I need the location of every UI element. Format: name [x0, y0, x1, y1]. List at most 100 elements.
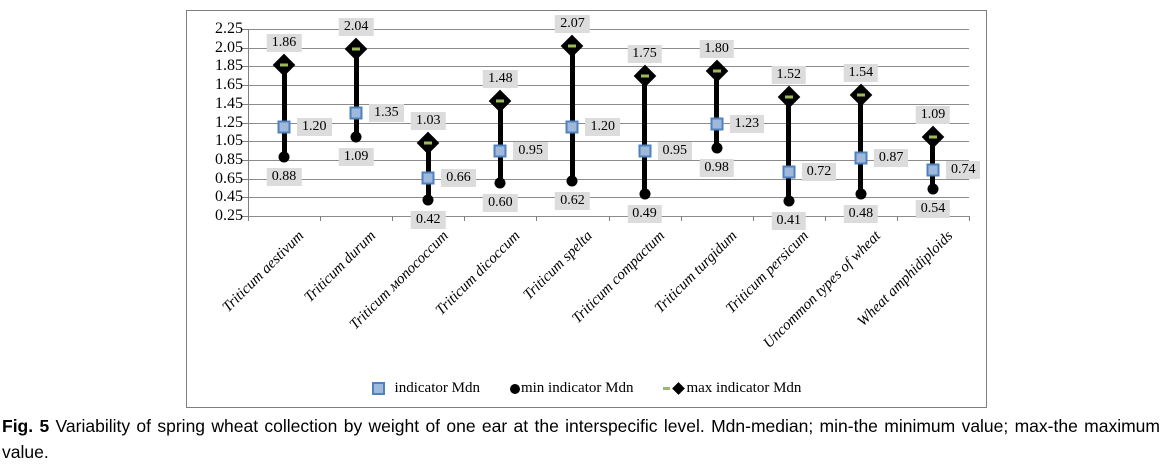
y-axis-label: 0.65: [215, 169, 243, 187]
max-dash-icon: [784, 95, 793, 99]
data-label-min: 0.41: [771, 212, 806, 231]
y-gridline: [248, 85, 969, 87]
y-axis-label: 1.05: [215, 132, 243, 150]
data-label-max: 1.48: [483, 69, 518, 88]
data-label-max: 1.52: [771, 66, 806, 85]
x-axis-tick: [320, 216, 322, 221]
data-label-max: 1.09: [915, 106, 951, 125]
x-axis-tick: [752, 216, 754, 221]
y-axis-label: 0.85: [215, 150, 243, 168]
y-axis-line: [248, 29, 249, 216]
min-circle-marker: [422, 194, 434, 206]
y-axis-tick: [242, 159, 248, 161]
y-axis-tick: [242, 216, 248, 217]
data-label-median: 1.23: [729, 115, 765, 134]
y-axis-label: 1.85: [215, 57, 243, 75]
chart-area: 2.25 2.05 1.85 1.65 1.45 1.25 1.05 0.85 0.65 0.45…: [186, 10, 987, 408]
data-label-min: 1.09: [338, 148, 374, 167]
data-label-median: 0.95: [513, 141, 548, 160]
y-axis-tick: [242, 66, 248, 68]
median-square-marker: [349, 106, 363, 120]
hilo-stick: [714, 71, 720, 148]
data-label-max: 1.03: [411, 112, 446, 131]
median-square-icon: [371, 382, 385, 395]
x-axis-tick: [969, 216, 970, 221]
median-square-marker: [421, 171, 435, 185]
y-axis-label: 2.25: [215, 20, 243, 37]
data-label-min: 0.42: [411, 211, 446, 230]
y-axis-label: 0.25: [215, 207, 243, 224]
x-axis-tick: [248, 216, 249, 221]
data-label-min: 0.48: [843, 205, 879, 224]
min-circle-icon: [509, 383, 520, 394]
x-category-label: Triticum spelta: [520, 228, 596, 304]
data-label-median: 0.87: [873, 149, 909, 168]
min-circle-marker: [278, 151, 290, 163]
y-axis-tick: [242, 85, 248, 87]
data-label-min: 0.88: [266, 168, 302, 187]
min-circle-marker: [711, 142, 723, 154]
legend-label-min: min indicator Mdn: [520, 380, 634, 396]
min-circle-marker: [927, 183, 939, 195]
data-label-min: 0.98: [699, 158, 734, 177]
max-dash-icon: [928, 135, 937, 139]
legend-item-max: max indicator Mdn: [663, 380, 801, 397]
y-axis-tick: [242, 141, 248, 143]
hilo-stick: [281, 65, 287, 158]
median-square-marker: [277, 120, 291, 134]
y-gridline: [248, 159, 969, 161]
min-circle-marker: [566, 175, 578, 187]
max-dash-icon: [496, 99, 505, 103]
data-label-max: 2.07: [555, 14, 590, 33]
y-axis-tick: [242, 197, 248, 199]
median-square-marker: [782, 165, 796, 179]
legend-label-median: indicator Mdn: [394, 380, 480, 396]
data-label-min: 0.49: [627, 204, 662, 223]
x-axis-tick: [896, 216, 898, 221]
x-axis-tick: [680, 216, 682, 221]
y-gridline: [248, 47, 969, 49]
data-label-min: 0.54: [915, 199, 951, 218]
data-label-min: 0.60: [483, 194, 518, 213]
x-axis-tick: [824, 216, 826, 221]
y-axis-label: 1.45: [215, 94, 243, 112]
max-dash-icon: [424, 141, 433, 145]
data-label-median: 0.95: [657, 141, 693, 160]
x-category-label: Triticum durum: [301, 228, 380, 306]
data-label-median: 0.74: [945, 161, 981, 180]
data-label-median: 1.20: [585, 118, 620, 137]
y-axis-tick: [242, 29, 248, 30]
y-axis-tick: [242, 103, 248, 105]
min-circle-marker: [494, 177, 506, 189]
figure-caption-text: Variability of spring wheat collection b…: [2, 416, 1160, 462]
min-circle-marker: [783, 195, 795, 207]
max-dash-icon: [712, 69, 721, 73]
x-axis-tick: [536, 216, 538, 221]
hilo-stick: [497, 100, 503, 184]
x-category-label: Triticum aestivum: [219, 228, 308, 316]
legend-item-median: indicator Mdn: [371, 380, 480, 397]
max-dash-icon: [352, 47, 361, 51]
y-gridline: [248, 103, 969, 105]
figure-caption-label: Fig. 5: [2, 416, 50, 436]
data-label-max: 1.86: [266, 34, 302, 53]
data-label-median: 1.35: [369, 104, 404, 123]
data-label-median: 0.72: [801, 163, 837, 182]
min-circle-marker: [350, 131, 362, 143]
x-axis-tick: [392, 216, 394, 221]
median-square-marker: [638, 144, 652, 158]
y-axis-label: 1.65: [215, 76, 243, 94]
data-label-median: 0.66: [441, 168, 476, 187]
data-label-max: 1.75: [627, 44, 662, 63]
median-square-marker: [565, 120, 579, 134]
hilo-stick: [569, 45, 575, 182]
y-axis-label: 1.25: [215, 113, 243, 131]
figure-caption: Fig. 5 Variability of spring wheat colle…: [2, 413, 1160, 465]
max-dash-icon: [663, 387, 671, 390]
max-dash-icon: [568, 44, 577, 48]
x-category-label: Uncommon types of wheat: [760, 228, 885, 352]
median-square-marker: [493, 144, 507, 158]
hilo-stick: [642, 75, 648, 194]
data-label-min: 0.62: [555, 192, 590, 211]
